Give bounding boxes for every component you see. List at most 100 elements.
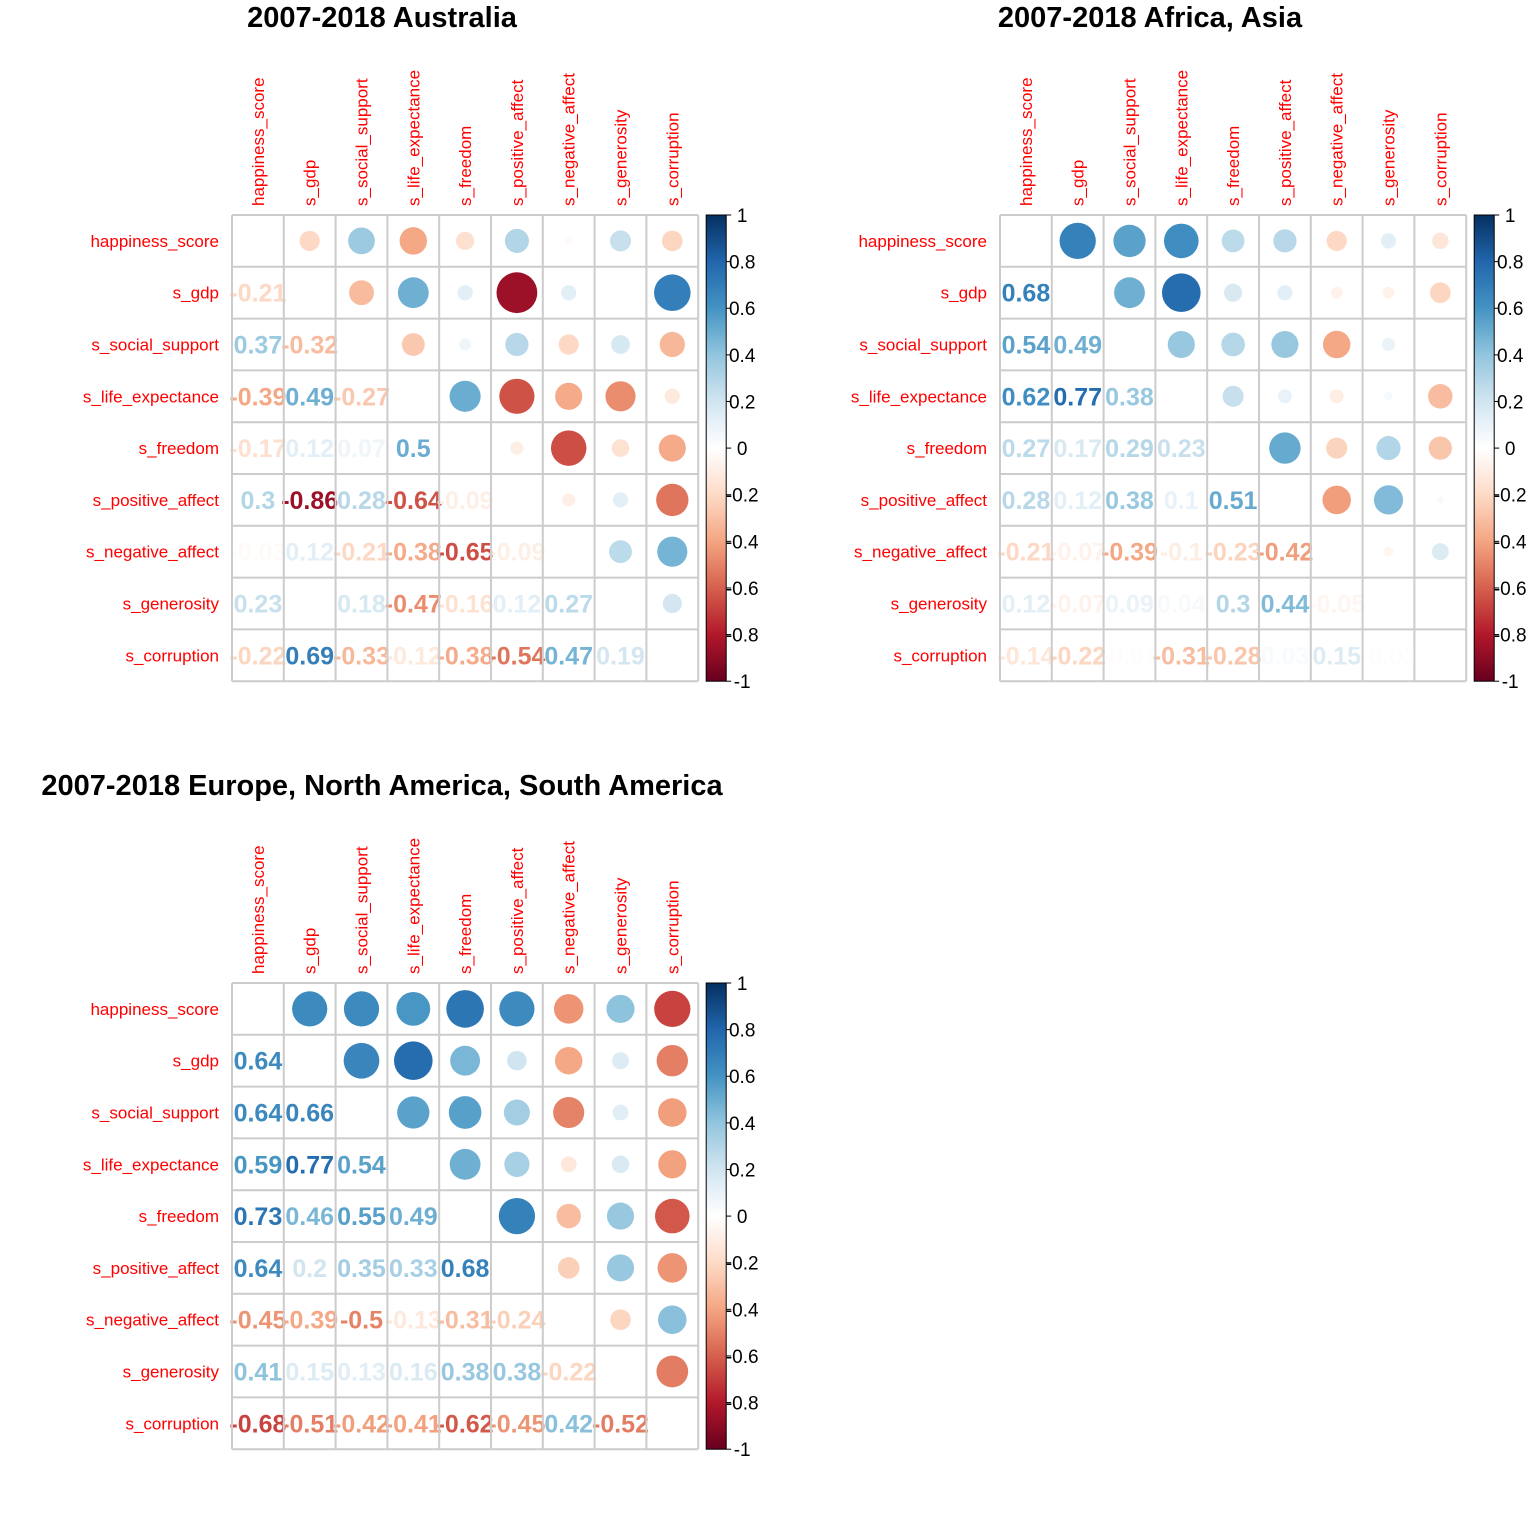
- correlation-value-label: -0.23: [1205, 539, 1262, 567]
- correlation-circle: [1384, 391, 1393, 401]
- panel-europe-americas: 2007-2018 Europe, North America, South A…: [41, 770, 759, 1461]
- correlation-circle: [658, 1305, 687, 1334]
- correlation-value-label: -0.31: [1153, 642, 1210, 670]
- correlation-circle: [657, 536, 688, 567]
- correlation-circle: [1329, 389, 1344, 404]
- correlation-circle: [1161, 273, 1201, 313]
- row-label: happiness_score: [90, 1000, 219, 1019]
- correlation-circle: [612, 1104, 629, 1121]
- correlation-value-label: 0.68: [1002, 280, 1051, 308]
- row-label: s_life_expectance: [851, 387, 987, 406]
- correlation-value-label: 0.59: [234, 1151, 283, 1179]
- column-label: s_freedom: [456, 126, 475, 206]
- correlation-circle: [1438, 601, 1443, 606]
- column-label: s_positive_affect: [508, 847, 527, 974]
- correlation-circle: [343, 991, 380, 1027]
- correlation-value-label: 0.41: [234, 1359, 283, 1387]
- correlation-circle: [456, 231, 475, 250]
- correlation-circle: [396, 992, 431, 1026]
- correlation-value-label: -0.01: [1360, 642, 1417, 670]
- correlation-value-label: 0.17: [1053, 435, 1102, 463]
- correlation-circle: [1326, 230, 1347, 251]
- row-label: s_positive_affect: [93, 1259, 220, 1278]
- colorbar-tick-label: 0: [737, 439, 748, 460]
- row-label: s_positive_affect: [93, 491, 220, 510]
- correlation-circle: [658, 1098, 687, 1127]
- correlation-circle: [562, 493, 576, 507]
- correlation-value-label: -0.16: [437, 591, 494, 619]
- correlation-circle: [399, 227, 428, 255]
- panel-title: 2007-2018 Europe, North America, South A…: [41, 770, 723, 802]
- column-label: s_negative_affect: [1328, 73, 1347, 206]
- row-label: happiness_score: [90, 232, 219, 251]
- row-label: s_freedom: [139, 1207, 219, 1226]
- correlation-circle: [343, 1042, 380, 1079]
- colorbar-tick-label: 1: [737, 206, 748, 227]
- correlation-value-label: -0.03: [229, 539, 286, 567]
- correlation-circle: [564, 237, 573, 245]
- correlation-circle: [505, 332, 529, 357]
- correlation-circle: [1429, 282, 1451, 304]
- correlation-circle: [553, 994, 584, 1024]
- correlation-value-label: 0.18: [337, 591, 386, 619]
- colorbar-tick-label: -0.8: [726, 626, 759, 647]
- correlation-value-label: -0.09: [437, 487, 494, 515]
- correlation-circle: [1382, 286, 1395, 299]
- correlation-value-label: 0.49: [389, 1203, 438, 1231]
- correlation-circle: [658, 1150, 687, 1179]
- panel-body: -0.210.37-0.32-0.390.49-0.27-0.170.12 0.0…: [83, 70, 759, 693]
- correlation-value-label: -0.01: [1101, 642, 1158, 670]
- correlation-circle: [1163, 223, 1199, 259]
- colorbar-tick-label: 0.6: [729, 1067, 755, 1088]
- column-label: s_gdp: [1069, 160, 1088, 206]
- correlation-value-label: 0.49: [285, 383, 334, 411]
- correlation-circle: [1277, 389, 1292, 404]
- correlation-circle: [1383, 546, 1394, 557]
- correlation-circle: [654, 1198, 690, 1234]
- correlation-circle: [499, 378, 535, 414]
- correlation-value-label: 0.51: [1209, 487, 1258, 515]
- correlation-circle: [609, 540, 632, 564]
- correlation-value-label: -0.45: [488, 1410, 545, 1438]
- correlation-value-label: -0.31: [437, 1307, 494, 1335]
- correlation-value-label: 0.77: [285, 1151, 334, 1179]
- correlation-circle: [504, 1151, 530, 1177]
- correlation-circle: [661, 230, 683, 252]
- correlation-value-label: 0.77: [1053, 383, 1102, 411]
- panel-body: 0.680.54 0.490.62 0.77 0.380.27 0.17 0.29 0.23…: [851, 70, 1527, 693]
- correlation-value-label: -0.32: [281, 332, 338, 360]
- correlation-value-label: 0.37: [234, 332, 283, 360]
- correlation-value-label: 0.29: [1105, 435, 1154, 463]
- row-label: s_social_support: [91, 336, 219, 355]
- correlation-circle: [348, 227, 375, 255]
- correlation-value-label: 0.12: [1053, 487, 1102, 515]
- correlation-value-label: 0.15: [1312, 642, 1361, 670]
- colorbar-tick-label: -0.2: [1494, 486, 1527, 507]
- correlation-value-label: -0.45: [229, 1307, 286, 1335]
- correlation-circle: [611, 1155, 630, 1174]
- correlation-value-label: 0.27: [544, 591, 593, 619]
- colorbar: [1473, 214, 1495, 682]
- correlation-circle: [606, 994, 635, 1023]
- correlation-circle: [1431, 543, 1449, 561]
- correlation-circle: [658, 434, 686, 462]
- correlation-value-label: -0.52: [592, 1410, 649, 1438]
- correlation-value-label: 0.64: [234, 1100, 283, 1128]
- correlation-circle: [1114, 277, 1145, 309]
- correlation-value-label: 0.38: [441, 1359, 490, 1387]
- colorbar-tick-label: -0.8: [726, 1394, 759, 1415]
- correlation-circle: [659, 331, 685, 358]
- correlation-value-label: 0.62: [1002, 383, 1051, 411]
- colorbar-tick-label: 1: [1505, 206, 1516, 227]
- correlation-value-label: -0.13: [385, 1307, 442, 1335]
- correlation-circle: [1222, 385, 1244, 407]
- correlation-value-label: 0.64: [234, 1048, 283, 1076]
- correlation-value-label: 0.54: [337, 1151, 386, 1179]
- row-label: s_negative_affect: [86, 1311, 219, 1330]
- correlation-circle: [1273, 229, 1297, 253]
- correlation-value-label: -0.39: [229, 383, 286, 411]
- correlation-value-label: -0.1: [1160, 539, 1203, 567]
- correlation-value-label: -0.17: [229, 435, 286, 463]
- correlation-value-label: 0.12: [285, 435, 334, 463]
- correlation-circle: [448, 1096, 482, 1129]
